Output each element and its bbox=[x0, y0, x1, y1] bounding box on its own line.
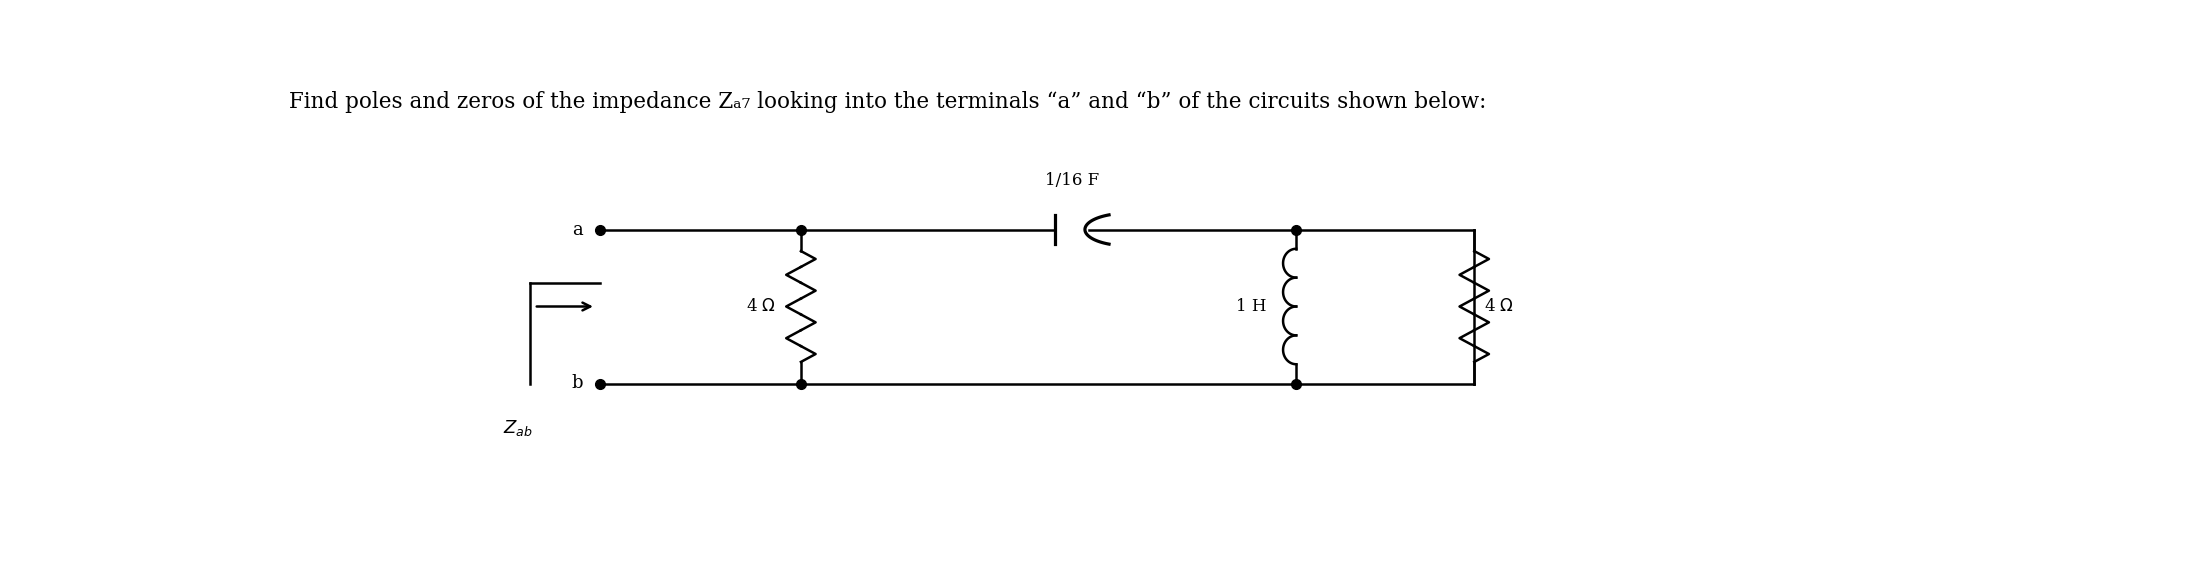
Text: 4 $\Omega$: 4 $\Omega$ bbox=[1483, 298, 1514, 315]
Text: $\mathit{Z}_{\mathit{ab}}$: $\mathit{Z}_{\mathit{ab}}$ bbox=[503, 418, 534, 438]
Text: 1/16 F: 1/16 F bbox=[1044, 172, 1098, 189]
Text: 1 H: 1 H bbox=[1237, 298, 1268, 315]
Text: b: b bbox=[571, 375, 582, 393]
Text: a: a bbox=[571, 220, 582, 238]
Text: 4 $\Omega$: 4 $\Omega$ bbox=[747, 298, 776, 315]
Text: Find poles and zeros of the impedance Zₐ₇ looking into the terminals “a” and “b”: Find poles and zeros of the impedance Zₐ… bbox=[288, 91, 1485, 113]
